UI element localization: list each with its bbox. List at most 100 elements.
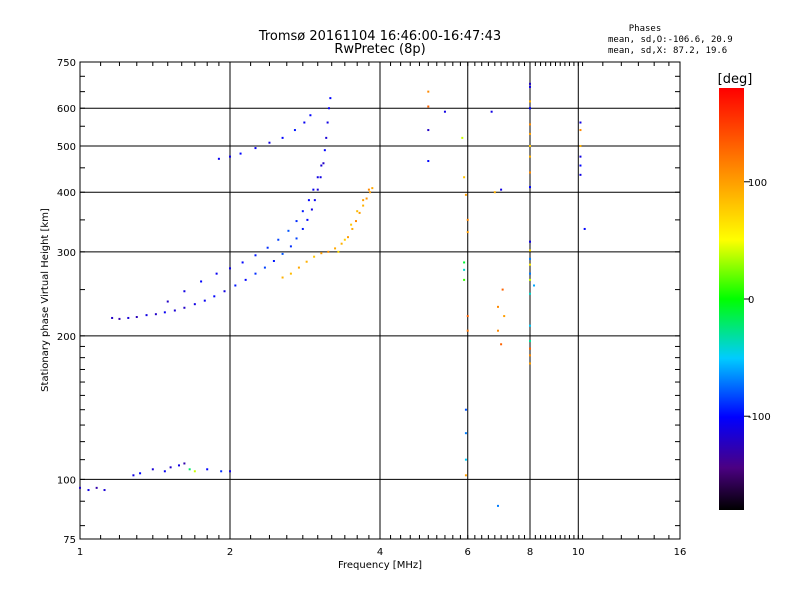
data-point: [427, 129, 430, 132]
data-point: [340, 242, 343, 245]
data-point: [310, 208, 313, 211]
data-point: [316, 188, 319, 191]
data-point: [154, 313, 157, 316]
data-point: [327, 250, 330, 253]
data-point: [500, 188, 503, 191]
data-point: [220, 470, 223, 473]
data-point: [579, 121, 582, 124]
data-point: [503, 315, 506, 318]
data-point: [95, 486, 98, 489]
data-point: [127, 316, 130, 319]
data-point: [529, 340, 531, 343]
data-point: [263, 266, 266, 269]
data-point: [307, 199, 310, 202]
data-point: [217, 157, 220, 160]
data-point: [229, 155, 231, 158]
data-point: [303, 121, 306, 124]
data-point: [215, 272, 218, 275]
y-tick-label: 75: [63, 535, 76, 546]
data-point: [496, 305, 499, 308]
data-point: [206, 468, 209, 471]
data-point: [295, 237, 298, 240]
data-point: [529, 186, 531, 189]
data-point: [289, 272, 292, 275]
data-point: [529, 107, 531, 110]
data-point: [533, 284, 536, 287]
data-point: [358, 211, 361, 214]
data-point: [309, 114, 312, 117]
data-point: [500, 343, 503, 346]
x-tick-label: 8: [527, 547, 533, 558]
data-point: [579, 164, 582, 167]
y-tick-label: 100: [57, 475, 76, 486]
data-point: [529, 100, 531, 103]
data-point: [111, 316, 114, 319]
data-point: [362, 204, 365, 207]
data-point: [301, 227, 304, 230]
data-point: [193, 303, 196, 306]
data-point: [463, 261, 466, 264]
data-point: [239, 152, 242, 155]
data-point: [281, 136, 284, 139]
data-point: [343, 238, 346, 241]
data-point: [583, 227, 586, 230]
y-tick-label: 500: [57, 142, 76, 153]
data-point: [529, 144, 531, 147]
data-point: [579, 144, 582, 147]
data-point: [466, 218, 469, 221]
data-point: [529, 347, 531, 350]
data-point: [200, 280, 203, 283]
x-tick-label: 16: [674, 547, 687, 558]
data-point: [183, 290, 186, 293]
chart-subtitle: RwPretec (8p): [334, 42, 425, 57]
colorbar-tick-label: -100: [748, 412, 771, 423]
data-point: [365, 197, 368, 200]
data-point: [529, 257, 531, 260]
data-point: [369, 191, 372, 194]
minor-ticks: [80, 62, 680, 539]
data-point: [337, 250, 340, 253]
data-point: [427, 90, 430, 93]
data-point: [334, 247, 337, 250]
data-point: [268, 141, 271, 144]
data-point: [529, 263, 531, 266]
data-point: [346, 236, 349, 239]
data-point: [322, 162, 325, 165]
data-point: [177, 464, 180, 467]
y-tick-labels: 75 100 200 300 400 500 600 750: [57, 58, 76, 546]
data-point: [466, 329, 469, 332]
data-point: [229, 470, 231, 473]
data-point: [281, 276, 284, 279]
data-point: [325, 136, 328, 139]
data-point: [229, 267, 231, 270]
data-point: [464, 408, 467, 411]
data-point: [183, 306, 186, 309]
x-tick-label: 4: [377, 547, 383, 558]
x-tick-label: 10: [572, 547, 585, 558]
data-point: [464, 432, 467, 435]
x-tick-labels: 1 2 4 6 8 10 16: [77, 547, 687, 558]
data-point: [203, 299, 206, 302]
data-point: [254, 272, 257, 275]
data-point: [529, 123, 531, 126]
data-point: [371, 187, 374, 190]
stats-heading: Phases: [629, 24, 662, 34]
data-point: [87, 489, 90, 492]
data-point: [529, 272, 531, 275]
y-tick-label: 200: [57, 332, 76, 343]
data-point: [103, 489, 106, 492]
x-tick-label: 6: [465, 547, 471, 558]
data-point: [316, 176, 319, 179]
data-point: [312, 188, 315, 191]
data-point: [163, 470, 166, 473]
data-point: [529, 85, 531, 88]
data-point: [579, 129, 582, 132]
data-point: [132, 474, 135, 477]
data-point: [579, 173, 582, 176]
data-point: [427, 105, 430, 108]
data-point: [529, 155, 531, 158]
data-point: [496, 329, 499, 332]
stats-o-mode: mean, sd,O:-106.6, 20.9: [608, 35, 733, 45]
data-point: [293, 129, 296, 132]
data-point: [350, 223, 353, 226]
